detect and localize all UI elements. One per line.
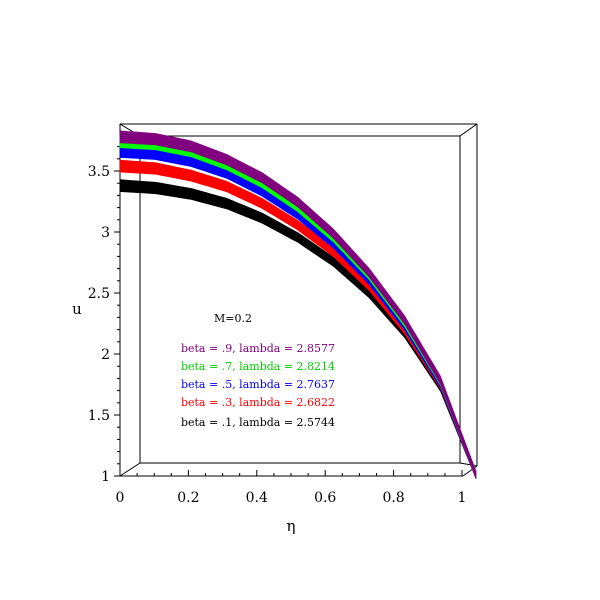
legend-entry-beta-5: beta = .5, lambda = 2.7637 <box>181 378 335 391</box>
y-axis-label: u <box>72 300 82 318</box>
legend-entry-beta-9: beta = .9, lambda = 2.8577 <box>181 342 335 355</box>
box-edge-top-right <box>459 123 478 137</box>
box-edge-bottom-right-back <box>459 462 478 467</box>
y-tick-label-2: 2 <box>101 347 110 363</box>
y-tick-label-1: 1.5 <box>88 408 110 424</box>
y-tick-label-3: 2.5 <box>88 286 110 302</box>
legend-entry-beta-3: beta = .3, lambda = 2.6822 <box>181 396 335 409</box>
x-tick-label-3: 0.6 <box>314 490 336 506</box>
x-tick-label-1: 0.2 <box>177 490 199 506</box>
box-edge-bottom-left <box>119 462 141 477</box>
x-tick-label-0: 0 <box>116 490 125 506</box>
y-tick-label-5: 3.5 <box>88 164 110 180</box>
y-tick-label-0: 1 <box>101 469 110 485</box>
y-tick-label-4: 3 <box>101 225 110 241</box>
x-axis-ticks: 0 0.2 0.4 0.6 0.8 1 <box>116 470 467 506</box>
series-ribbon-0 <box>119 130 477 479</box>
y-axis-ticks: 1 1.5 2 2.5 3 3.5 <box>88 146 120 485</box>
legend: beta = .9, lambda = 2.8577 beta = .7, la… <box>181 342 335 429</box>
annotation-m: M=0.2 <box>214 312 252 325</box>
x-axis-label: η <box>287 517 296 535</box>
series-ribbons <box>119 130 477 479</box>
x-tick-label-2: 0.4 <box>246 490 268 506</box>
x-tick-label-4: 0.8 <box>382 490 404 506</box>
x-tick-label-5: 1 <box>458 490 467 506</box>
legend-entry-beta-7: beta = .7, lambda = 2.8214 <box>181 360 335 373</box>
legend-entry-beta-1: beta = .1, lambda = 2.5744 <box>181 416 335 429</box>
